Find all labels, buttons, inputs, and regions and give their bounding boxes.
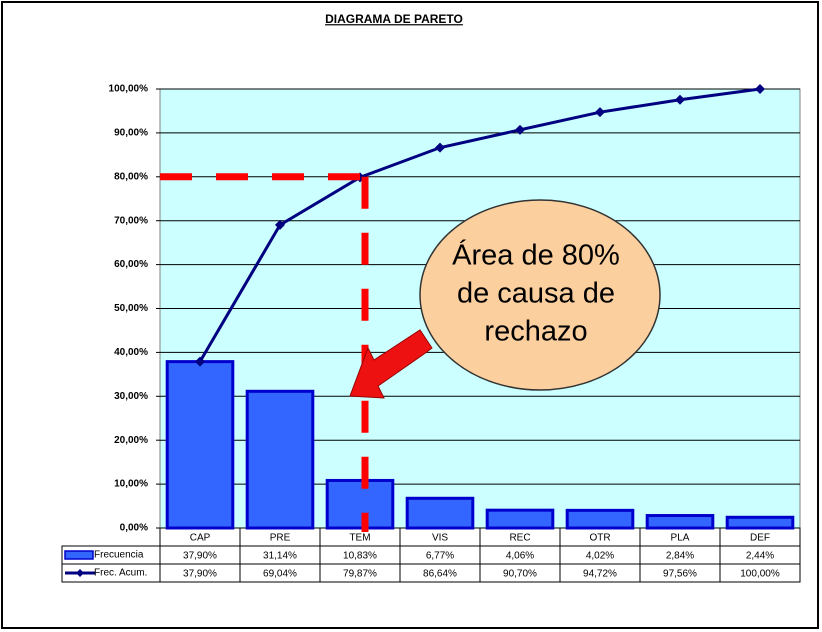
- line-marker: [515, 124, 525, 135]
- x-tick-label: PLA: [671, 533, 690, 544]
- line-marker: [275, 219, 285, 230]
- data-label: 2,44%: [746, 551, 774, 562]
- data-label: 90,70%: [503, 569, 537, 580]
- arrow: [349, 329, 433, 399]
- data-label: 100,00%: [740, 569, 780, 580]
- bar: [325, 478, 395, 530]
- bar: [165, 360, 235, 530]
- bar: [485, 508, 555, 530]
- bar: [645, 514, 715, 530]
- y-tick-label: 0,00%: [120, 523, 148, 534]
- annotation: Área de 80%: [452, 239, 620, 272]
- bar: [565, 508, 635, 530]
- legend-key: [64, 550, 94, 560]
- y-tick-label: 50,00%: [114, 303, 148, 314]
- y-tick-label: 60,00%: [114, 259, 148, 270]
- bar: [725, 515, 795, 530]
- data-label: 6,77%: [426, 551, 454, 562]
- line: [198, 87, 761, 363]
- line-marker: [755, 84, 765, 94]
- bar: [405, 496, 475, 530]
- y-tick-label: 30,00%: [114, 391, 148, 402]
- x-tick-label: CAP: [190, 533, 211, 544]
- annotation: de causa de: [457, 278, 615, 310]
- data-label: 4,02%: [586, 551, 614, 562]
- y-tick-label: 40,00%: [114, 347, 148, 358]
- line-marker: [435, 142, 445, 153]
- callout: [419, 199, 661, 391]
- y-tick-label: 70,00%: [114, 215, 148, 226]
- x-tick-label: VIS: [432, 533, 448, 544]
- x-tick-label: PRE: [270, 533, 291, 544]
- line-marker: [675, 94, 685, 105]
- x-tick-label: REC: [509, 533, 530, 544]
- data-label: 69,04%: [263, 569, 297, 580]
- data-label: 10,83%: [343, 551, 377, 562]
- legend-label: Frecuencia: [94, 550, 144, 561]
- line-marker: [595, 107, 605, 118]
- y-tick-label: 80,00%: [114, 171, 148, 182]
- bar: [245, 389, 315, 530]
- legend-label: Frec. Acum.: [94, 568, 147, 579]
- x-tick-label: TEM: [349, 533, 370, 544]
- data-label: 94,72%: [583, 569, 617, 580]
- annotation: rechazo: [484, 316, 587, 348]
- y-tick-label: 20,00%: [114, 435, 148, 446]
- y-tick-label: 90,00%: [114, 128, 148, 139]
- legend-key: [76, 569, 84, 577]
- y-tick-label: 100,00%: [109, 84, 149, 95]
- data-label: 97,56%: [663, 569, 697, 580]
- x-tick-label: OTR: [589, 533, 610, 544]
- x-tick-label: DEF: [750, 533, 770, 544]
- data-label: 37,90%: [183, 551, 217, 562]
- chart-title: DIAGRAMA DE PARETO: [325, 12, 463, 26]
- y-tick-label: 10,00%: [114, 479, 148, 490]
- data-label: 86,64%: [423, 569, 457, 580]
- data-label: 2,84%: [666, 551, 694, 562]
- data-label: 37,90%: [183, 569, 217, 580]
- line-marker: [195, 356, 205, 367]
- data-label: 79,87%: [343, 569, 377, 580]
- data-label: 4,06%: [506, 551, 534, 562]
- data-label: 31,14%: [263, 551, 297, 562]
